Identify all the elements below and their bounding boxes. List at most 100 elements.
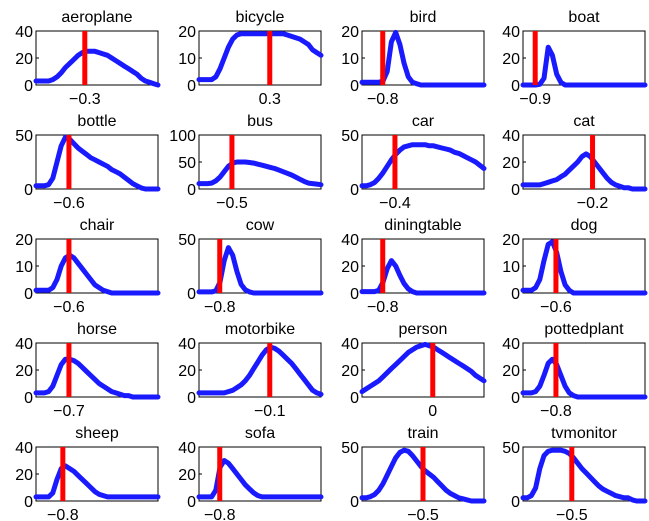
- y-tick-label: 40: [15, 336, 33, 353]
- subplot-horse: horse 0 20 40 −0.7: [15, 321, 161, 420]
- x-tick-label: −0.9: [519, 91, 551, 108]
- x-tick-label: −0.7: [53, 403, 85, 420]
- y-tick-label: 0: [511, 286, 520, 303]
- subplot-pottedplant: pottedplant 0 20 40 −0.8: [502, 321, 648, 420]
- y-tick-label: 40: [502, 24, 520, 41]
- y-tick-label: 0: [24, 182, 33, 199]
- distribution-curve: [196, 159, 324, 188]
- distribution-curve: [359, 341, 487, 395]
- axes-frame: [522, 446, 646, 502]
- y-tick-label: 10: [178, 51, 196, 68]
- x-tick-label: −0.5: [556, 507, 588, 521]
- y-tick-label: 20: [178, 363, 196, 380]
- distribution-curve: [520, 356, 648, 400]
- y-tick-label: 40: [341, 232, 359, 249]
- subplot-bird: bird 0 10 20 −0.8: [341, 9, 487, 108]
- x-tick-label: −0.8: [540, 403, 572, 420]
- subplot-title: aeroplane: [61, 9, 132, 26]
- y-tick-label: 0: [511, 494, 520, 511]
- y-tick-label: 0: [350, 494, 359, 511]
- distribution-curve: [359, 142, 487, 189]
- distribution-curve: [520, 447, 648, 504]
- axes-frame: [522, 30, 646, 86]
- subplot-title: cow: [246, 217, 275, 234]
- subplot-aeroplane: aeroplane 0 20 40 −0.3: [15, 9, 161, 108]
- axes-frame: [522, 342, 646, 398]
- x-tick-label: −0.1: [254, 403, 286, 420]
- subplot-title: cat: [573, 113, 595, 130]
- y-tick-label: 20: [178, 467, 196, 484]
- subplot-dog: dog 0 10 20 −0.6: [502, 217, 648, 316]
- subplot-tvmonitor: tvmonitor 0 50 −0.5: [502, 425, 648, 521]
- y-tick-label: 10: [502, 259, 520, 276]
- subplot-title: sheep: [75, 425, 119, 442]
- distribution-curve: [33, 252, 161, 296]
- y-tick-label: 0: [187, 390, 196, 407]
- distribution-curve: [520, 44, 648, 88]
- subplot-person: person 0 20 40 0: [341, 321, 487, 420]
- y-tick-label: 0: [350, 390, 359, 407]
- y-tick-label: 0: [24, 78, 33, 95]
- y-tick-label: 40: [15, 24, 33, 41]
- x-tick-label: −0.8: [367, 299, 399, 316]
- x-tick-label: −0.8: [367, 91, 399, 108]
- subplot-title: bicycle: [236, 9, 285, 26]
- y-tick-label: 20: [341, 363, 359, 380]
- y-tick-label: 50: [178, 155, 196, 172]
- subplot-bicycle: bicycle 0 10 20 0.3: [178, 9, 324, 108]
- y-tick-label: 0: [24, 494, 33, 511]
- subplot-train: train 0 50 −0.5: [341, 425, 487, 521]
- x-tick-label: −0.6: [53, 195, 85, 212]
- y-tick-label: 50: [15, 128, 33, 145]
- y-tick-label: 0: [511, 78, 520, 95]
- y-tick-label: 20: [502, 232, 520, 249]
- y-tick-label: 0: [187, 286, 196, 303]
- y-tick-label: 20: [341, 24, 359, 41]
- x-tick-label: −0.4: [379, 195, 411, 212]
- subplot-title: train: [407, 425, 438, 442]
- y-tick-label: 20: [341, 259, 359, 276]
- axes-frame: [361, 134, 485, 190]
- y-tick-label: 0: [511, 182, 520, 199]
- y-tick-label: 40: [502, 128, 520, 145]
- subplot-boat: boat 0 20 40 −0.9: [502, 9, 648, 108]
- y-tick-label: 0: [24, 390, 33, 407]
- x-tick-label: −0.6: [540, 299, 572, 316]
- x-tick-label: −0.2: [577, 195, 609, 212]
- subplot-motorbike: motorbike 0 20 40 −0.1: [178, 321, 324, 420]
- subplot-title: bus: [247, 113, 273, 130]
- x-tick-label: −0.8: [204, 507, 236, 521]
- axes-frame: [198, 342, 322, 398]
- subplot-title: motorbike: [225, 321, 295, 338]
- subplot-title: pottedplant: [544, 321, 624, 338]
- x-tick-label: −0.5: [216, 195, 248, 212]
- distribution-curve: [33, 463, 161, 500]
- y-tick-label: 20: [502, 363, 520, 380]
- subplot-diningtable: diningtable 0 20 40 −0.8: [341, 217, 487, 316]
- subplot-sheep: sheep 0 20 40 −0.8: [15, 425, 161, 521]
- distribution-curve: [33, 356, 161, 400]
- y-tick-label: 20: [15, 363, 33, 380]
- subplot-title: sofa: [245, 425, 275, 442]
- subplot-title: chair: [80, 217, 115, 234]
- axes-frame: [522, 134, 646, 190]
- y-tick-label: 20: [502, 155, 520, 172]
- x-tick-label: −0.8: [204, 299, 236, 316]
- y-tick-label: 50: [502, 440, 520, 457]
- distribution-curve: [520, 239, 648, 296]
- x-tick-label: −0.3: [69, 91, 101, 108]
- y-tick-label: 40: [341, 336, 359, 353]
- subplot-bus: bus 0 50 100 −0.5: [169, 113, 324, 212]
- subplot-title: diningtable: [384, 217, 462, 234]
- subplot-title: boat: [568, 9, 600, 26]
- y-tick-label: 40: [15, 440, 33, 457]
- y-tick-label: 10: [341, 51, 359, 68]
- subplot-chair: chair 0 10 20 −0.6: [15, 217, 161, 316]
- x-tick-label: −0.8: [47, 507, 79, 521]
- y-tick-label: 0: [350, 78, 359, 95]
- y-tick-label: 0: [24, 286, 33, 303]
- subplot-cow: cow 0 50 −0.8: [178, 217, 324, 316]
- subplot-title: bottle: [77, 113, 116, 130]
- subplot-title: horse: [77, 321, 117, 338]
